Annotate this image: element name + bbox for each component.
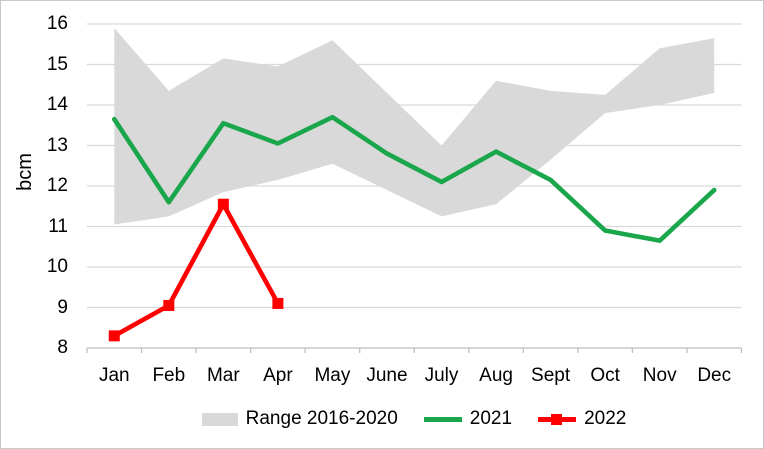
x-tick-label: Aug (479, 365, 513, 386)
x-axis-tick-labels: Jan Feb Mar Apr May June July Aug Sept Oct Nov Dec (1, 364, 763, 390)
y-tick-label: 14 (46, 94, 68, 115)
legend: Range 2016-2020 2021 2022 (87, 404, 741, 434)
legend-label: Range 2016-2020 (245, 408, 398, 429)
y-tick-label: 12 (46, 175, 68, 196)
y-tick-label: 10 (46, 256, 68, 277)
legend-line-swatch (423, 416, 462, 422)
y-tick-label: 13 (46, 134, 68, 156)
series-2022-marker (272, 297, 284, 309)
y-tick-label: 9 (57, 296, 68, 318)
legend-item-2022: 2022 (538, 408, 626, 430)
x-tick-label: Oct (590, 365, 620, 386)
x-tick-label: Apr (263, 365, 293, 386)
legend-label: 2021 (469, 408, 513, 429)
x-tick-label: Feb (152, 365, 186, 386)
x-tick-label: Nov (642, 365, 677, 386)
legend-label: 2022 (584, 408, 627, 429)
series-2022-marker (163, 299, 175, 311)
series-2021-line (111, 114, 717, 243)
x-tick-label: June (366, 365, 408, 386)
y-tick-label: 11 (48, 215, 68, 237)
legend-item-2021: 2021 (423, 408, 513, 430)
x-tick-label: Jan (98, 365, 130, 386)
y-tick-label: 8 (57, 337, 68, 358)
legend-line-swatch (538, 413, 577, 425)
x-tick-label: July (424, 365, 459, 386)
series-2022-marker (108, 330, 120, 342)
range-band (114, 28, 715, 225)
series-2022-line (111, 201, 281, 339)
x-tick-label: Mar (206, 365, 240, 386)
series-2022-marker (217, 198, 229, 210)
x-tick-label: Sept (531, 365, 571, 386)
y-tick-label: 16 (46, 13, 68, 34)
legend-area-swatch (201, 412, 238, 426)
legend-item-range-2016-2020: Range 2016-2020 (201, 408, 398, 430)
x-tick-label: Dec (697, 365, 732, 386)
x-tick-label: May (314, 365, 351, 386)
legend-marker-swatch (551, 413, 563, 425)
y-tick-label: 15 (46, 53, 68, 75)
